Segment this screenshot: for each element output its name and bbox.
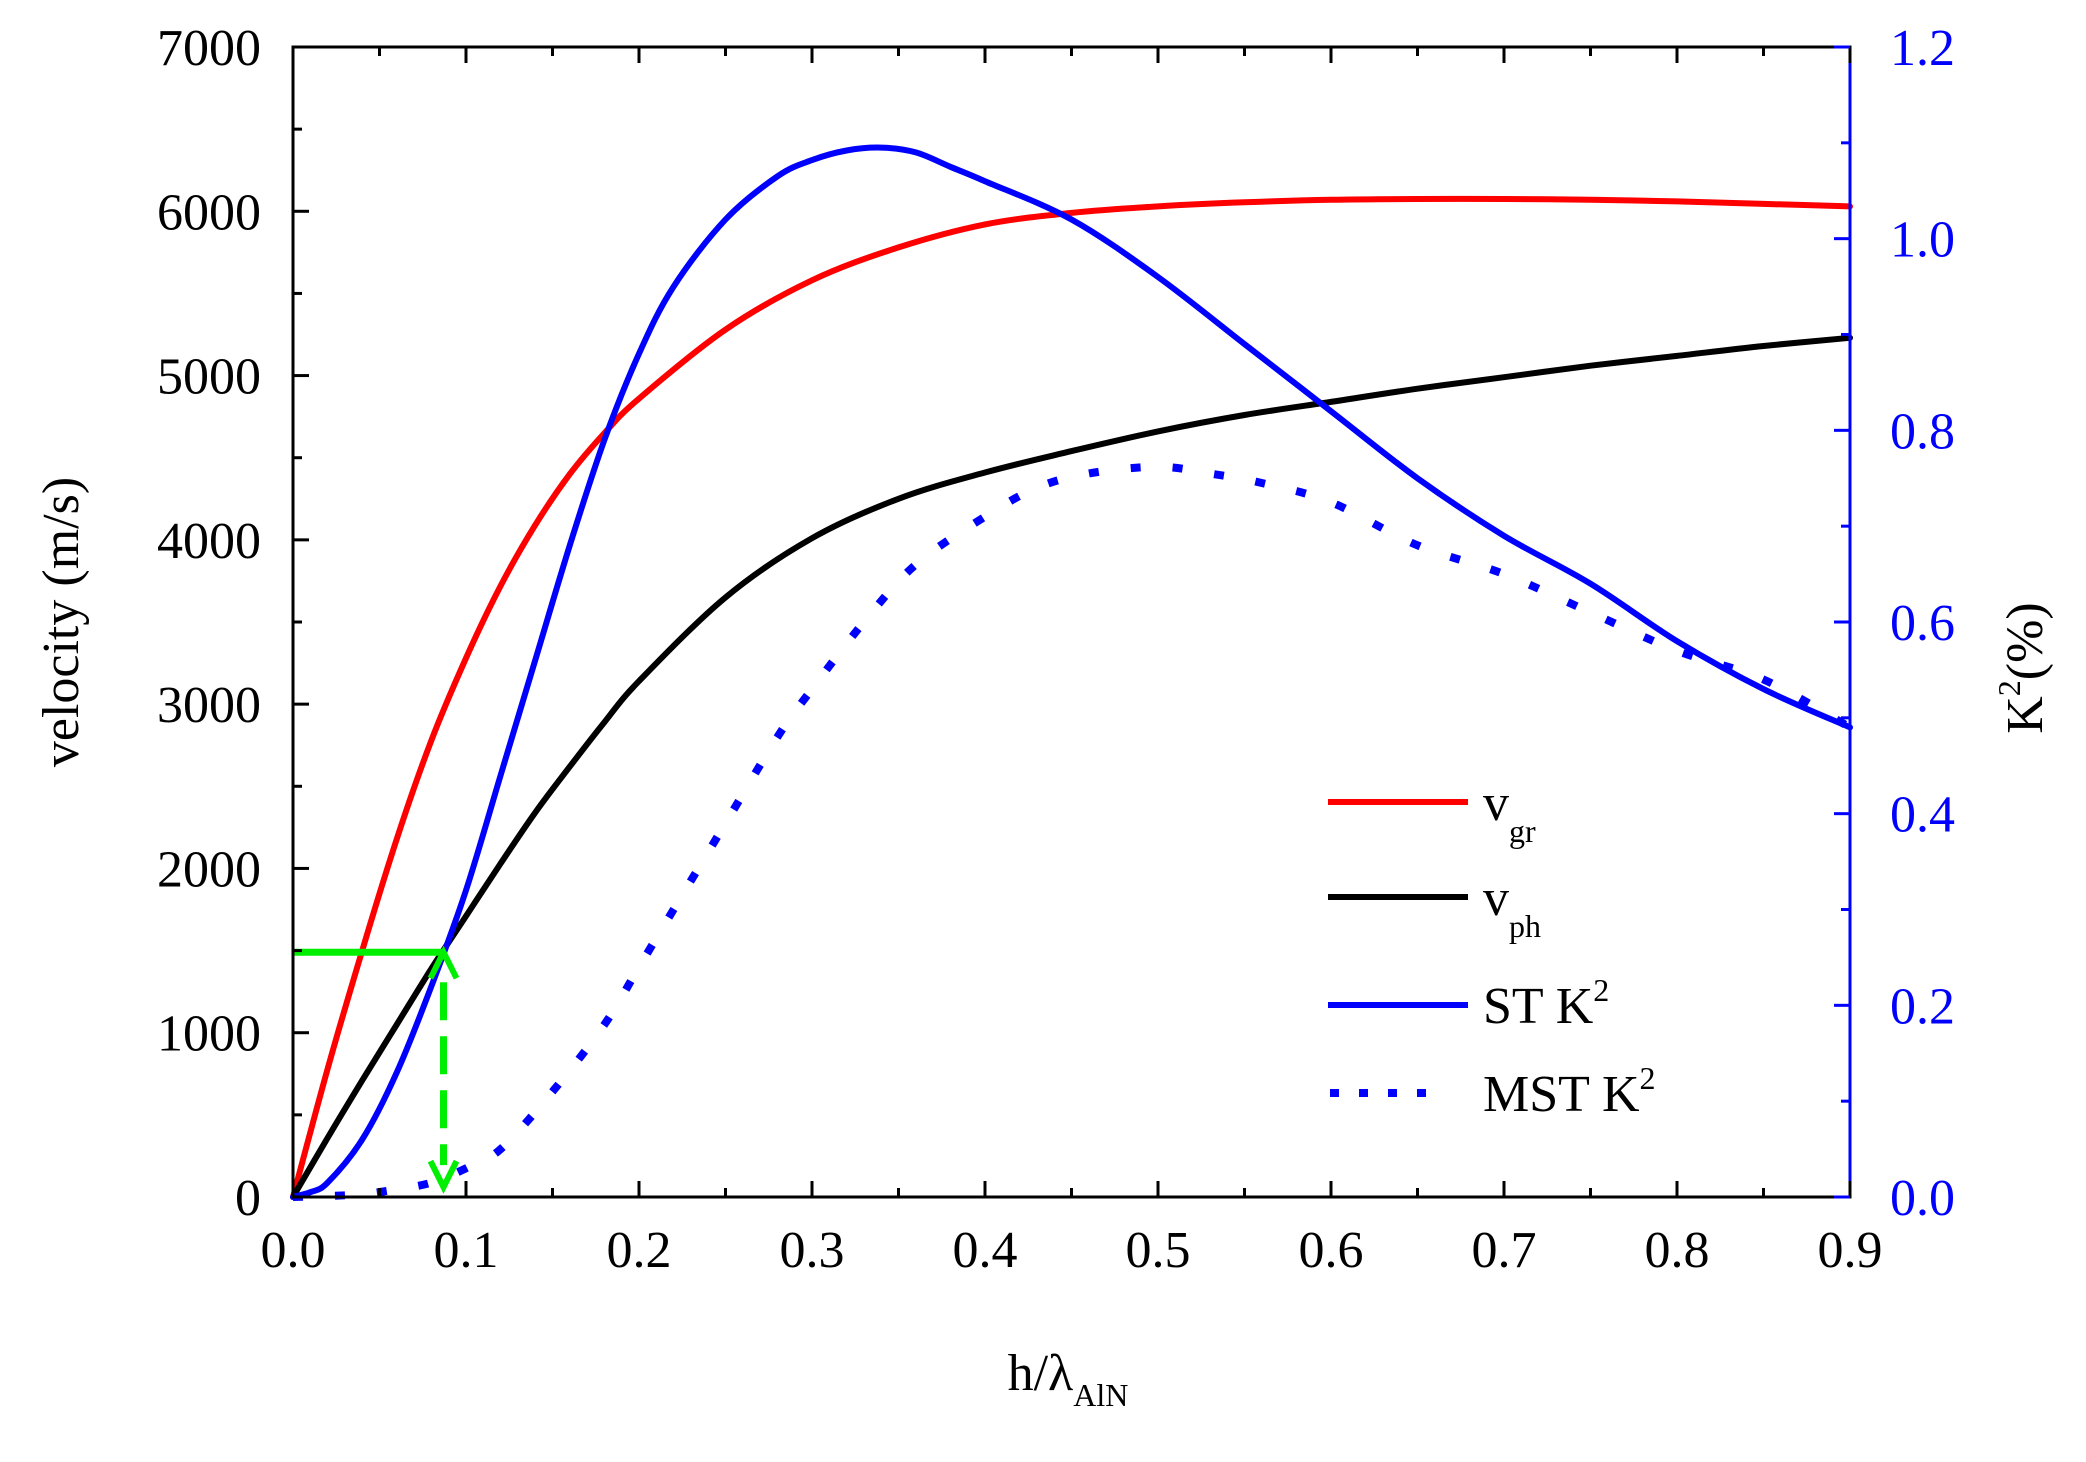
marker-arrowhead-down bbox=[427, 1159, 460, 1194]
x-tick-label: 0.5 bbox=[1126, 1222, 1191, 1279]
marker-arrowhead-up bbox=[427, 945, 460, 980]
legend-label-vph: vph bbox=[1483, 870, 1541, 944]
y2-tick-label: 1.2 bbox=[1890, 20, 1955, 77]
y2-tick-label: 0.4 bbox=[1890, 787, 1955, 844]
legend-label-vgr: vgr bbox=[1483, 775, 1536, 849]
legend-label-st: ST K2 bbox=[1483, 972, 1609, 1035]
y2-tick-label: 0.2 bbox=[1890, 978, 1955, 1035]
y-tick-label: 4000 bbox=[157, 513, 261, 570]
y-tick-label: 1000 bbox=[157, 1006, 261, 1063]
x-tick-label: 0.4 bbox=[953, 1222, 1018, 1279]
y-axis-right: 0.0 0.2 0.4 0.6 0.8 1.0 1.2 bbox=[1834, 20, 1955, 1227]
y-tick-label: 6000 bbox=[157, 184, 261, 241]
x-tick-label: 0.0 bbox=[261, 1222, 326, 1279]
y-tick-label: 7000 bbox=[157, 20, 261, 77]
y2-tick-label: 0.8 bbox=[1890, 403, 1955, 460]
x-axis: 0.0 0.1 0.2 0.3 0.4 0.5 0.6 0.7 0.8 0.9 bbox=[261, 47, 1883, 1279]
x-axis-label: h/λAlN bbox=[1008, 1345, 1129, 1413]
x-tick-label: 0.7 bbox=[1472, 1222, 1537, 1279]
x-tick-label: 0.6 bbox=[1299, 1222, 1364, 1279]
legend: vgr vph ST K2 MST K2 bbox=[1328, 775, 1656, 1123]
y2-axis-label: K2(%) bbox=[1991, 602, 2054, 734]
x-tick-label: 0.3 bbox=[780, 1222, 845, 1279]
y2-tick-label: 1.0 bbox=[1890, 212, 1955, 269]
x-tick-label: 0.8 bbox=[1645, 1222, 1710, 1279]
y2-tick-label: 0.6 bbox=[1890, 595, 1955, 652]
y-axis-left: 0 1000 2000 3000 4000 5000 6000 7000 bbox=[157, 20, 309, 1227]
y-axis-label: velocity (m/s) bbox=[33, 477, 90, 767]
series-line-vgr bbox=[290, 195, 1853, 1200]
y-tick-label: 0 bbox=[235, 1170, 261, 1227]
y-tick-label: 2000 bbox=[157, 841, 261, 898]
x-tick-label: 0.9 bbox=[1818, 1222, 1883, 1279]
y-tick-label: 3000 bbox=[157, 677, 261, 734]
marker-layer bbox=[293, 945, 460, 1194]
x-tick-label: 0.2 bbox=[607, 1222, 672, 1279]
legend-label-mst: MST K2 bbox=[1483, 1060, 1656, 1123]
x-tick-label: 0.1 bbox=[434, 1222, 499, 1279]
y2-tick-label: 0.0 bbox=[1890, 1170, 1955, 1227]
y-tick-label: 5000 bbox=[157, 349, 261, 406]
